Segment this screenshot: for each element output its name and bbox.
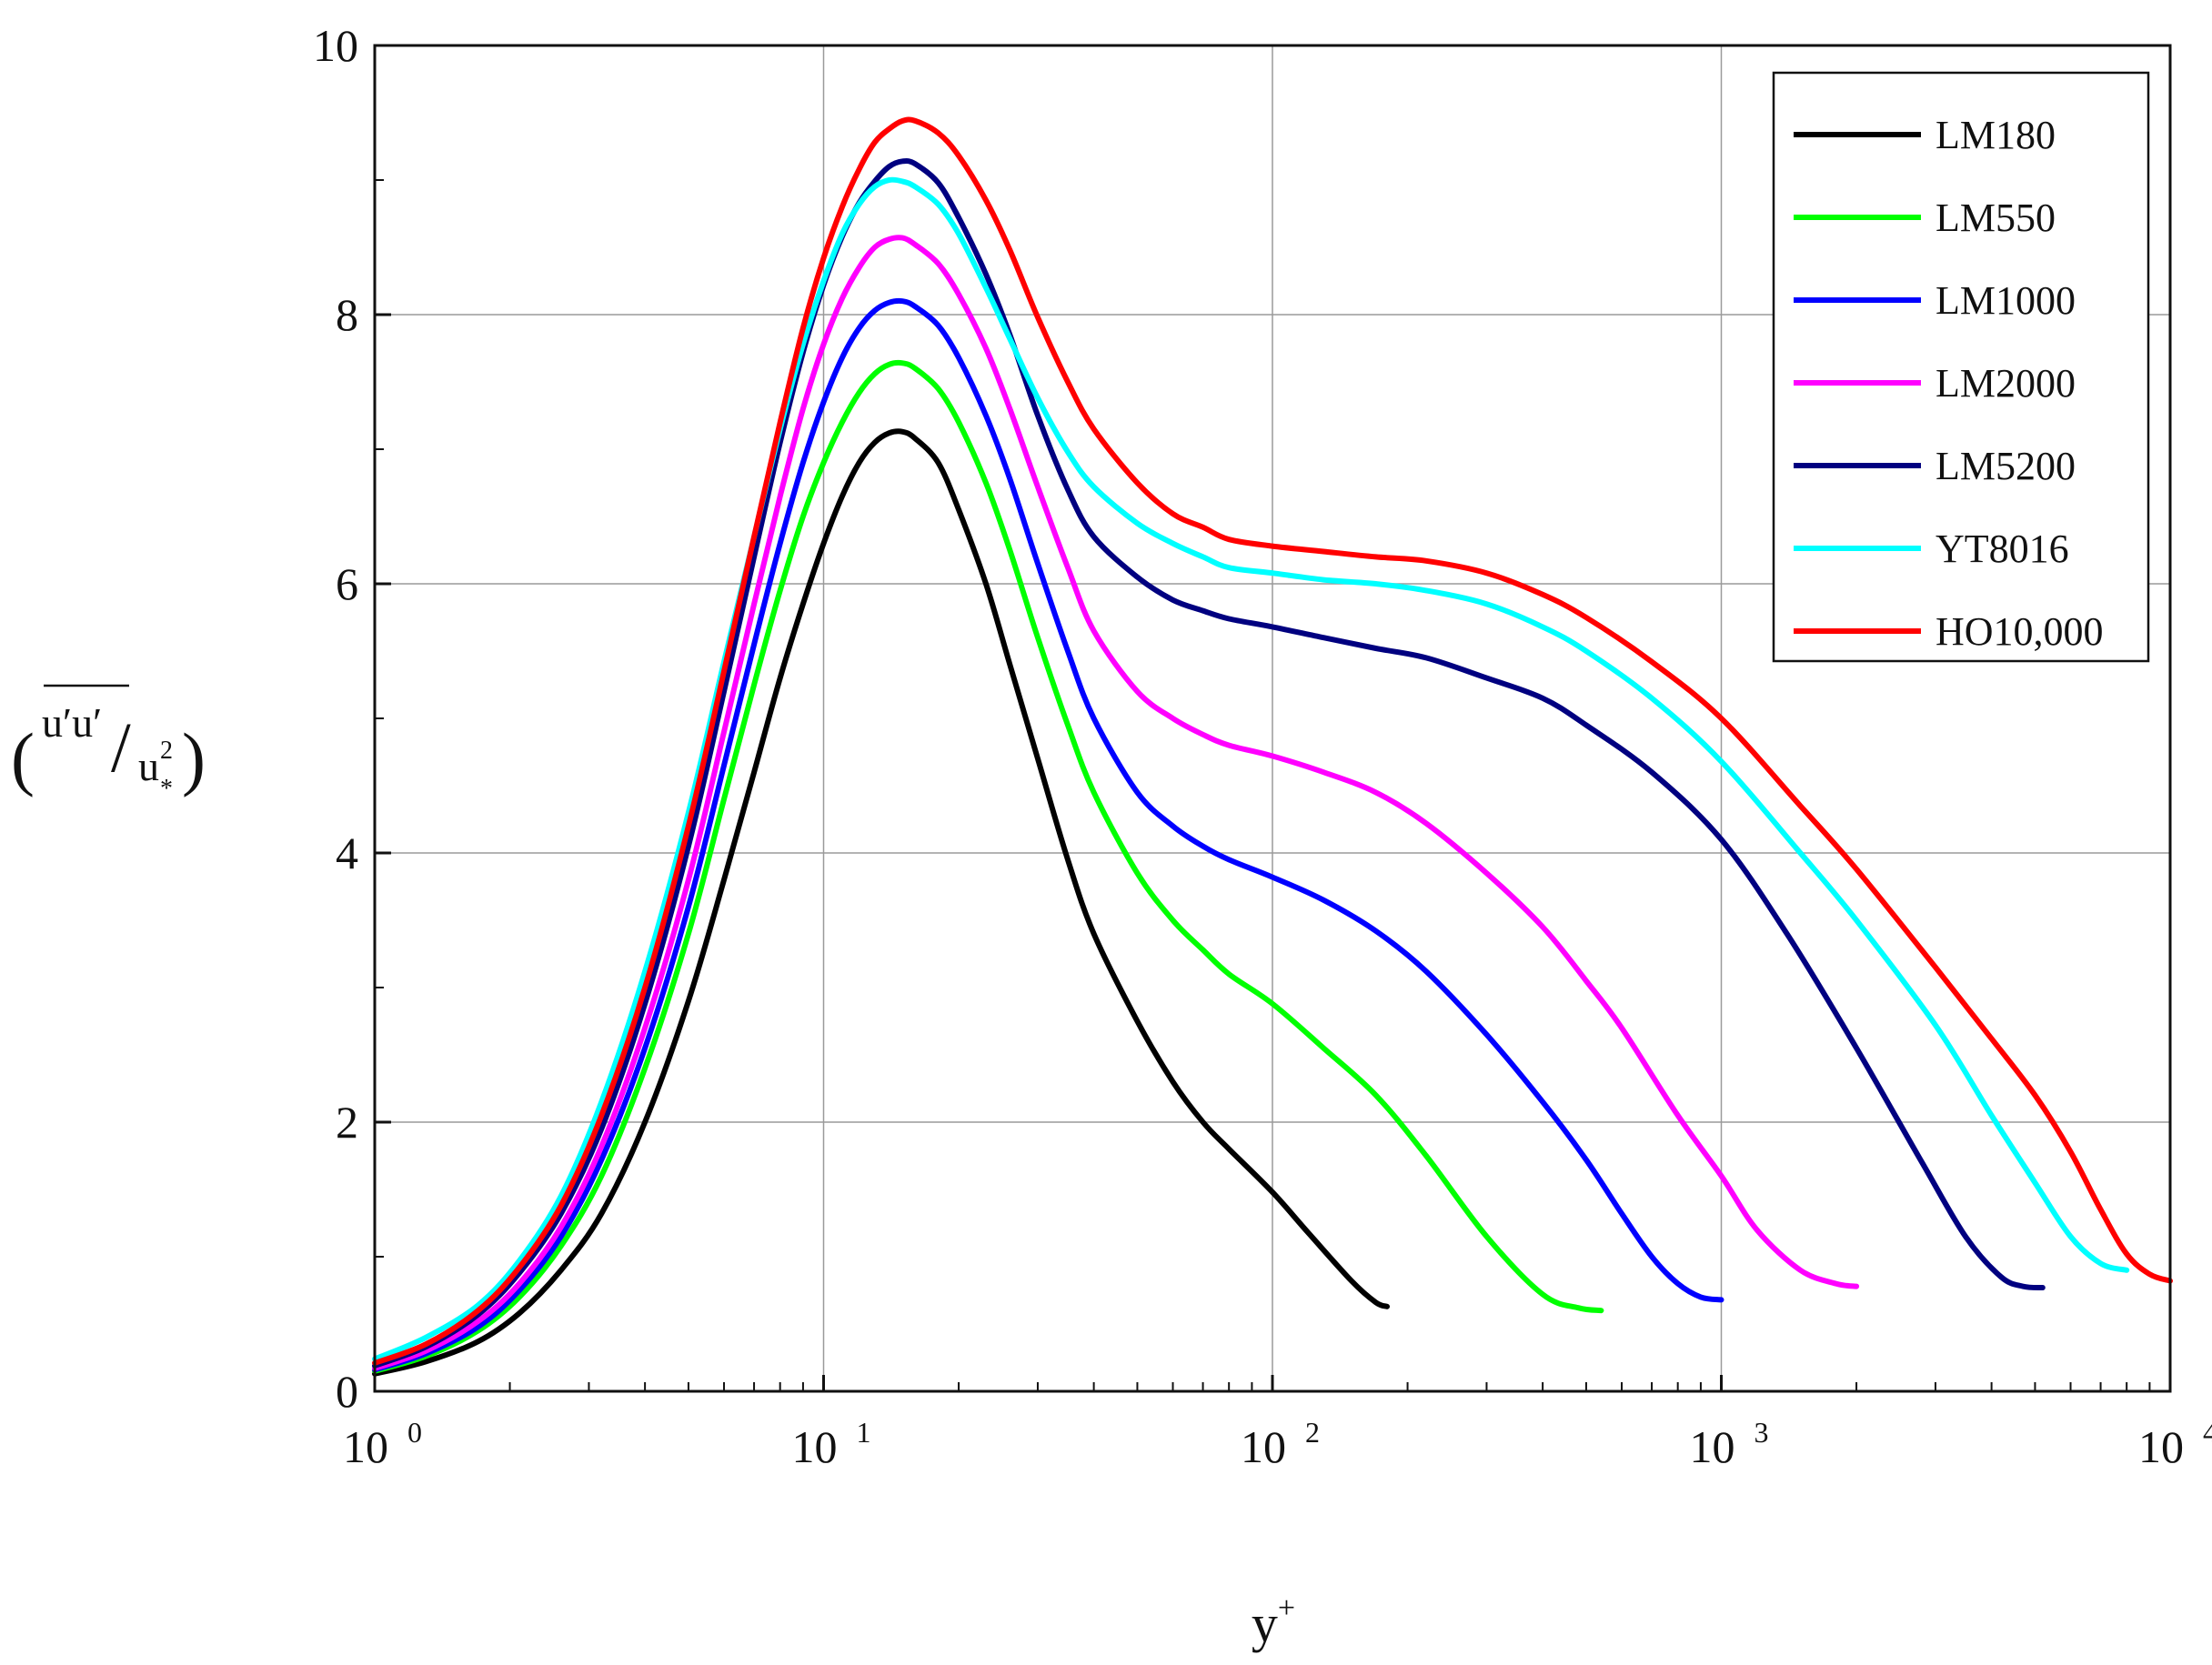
legend-label: LM2000 [1936, 361, 2076, 406]
legend-label: LM550 [1936, 196, 2056, 240]
legend: LM180 LM550 LM1000 LM2000 LM5200 YT8016 HO10,0… [1772, 71, 2150, 663]
axis-ticks [373, 44, 2172, 1393]
y-tick-label: 0 [336, 1366, 358, 1417]
x-tick-labels: 10 0 10 1 10 2 10 3 10 4 [343, 1416, 2212, 1472]
x-tick-label: 10 3 [1690, 1416, 1769, 1472]
x-tick-label-exponent: 4 [2203, 1416, 2212, 1449]
x-tick-label: 10 1 [792, 1416, 871, 1472]
legend-label: LM1000 [1936, 278, 2076, 323]
x-tick-label-exponent: 2 [1305, 1416, 1320, 1449]
y-tick-label: 10 [313, 20, 358, 71]
y-label-denominator-superscript: 2 [160, 737, 173, 765]
series-lines [372, 116, 2173, 1377]
x-tick-label-exponent: 1 [857, 1416, 871, 1449]
x-tick-label-exponent: 3 [1755, 1416, 1769, 1449]
legend-label: LM5200 [1936, 444, 2076, 488]
y-label-open-paren: ( [11, 718, 35, 797]
series-line-lm1000 [372, 297, 1724, 1373]
y-label-numerator: u′u′ [42, 699, 102, 746]
x-tick-label: 10 4 [2138, 1416, 2212, 1472]
x-tick-label-base: 10 [343, 1421, 388, 1472]
y-axis-label: ( u′u′ / u 2 * ) [11, 684, 206, 803]
series-line-lm180 [372, 428, 1390, 1377]
x-tick-label-exponent: 0 [407, 1416, 422, 1449]
series-line-lm2000 [372, 235, 1860, 1371]
y-label-denominator: u [138, 743, 159, 789]
x-axis-label: y+ [1252, 1591, 1295, 1653]
y-label-slash: / [111, 707, 131, 787]
y-label-denominator-subscript: * [160, 775, 173, 803]
y-label-close-paren: ) [182, 718, 206, 797]
legend-box [1772, 71, 2150, 663]
y-tick-labels: 0 2 4 6 8 10 [313, 20, 358, 1417]
series-line-ho10-000 [372, 116, 2173, 1366]
legend-label: YT8016 [1936, 527, 2069, 571]
x-tick-label-base: 10 [1241, 1421, 1286, 1472]
x-tick-label: 10 2 [1241, 1416, 1320, 1472]
x-tick-label: 10 0 [343, 1416, 422, 1472]
y-tick-label: 2 [336, 1097, 358, 1148]
grid-lines [375, 45, 2170, 1391]
y-tick-label: 6 [336, 558, 358, 609]
x-tick-label-base: 10 [1690, 1421, 1735, 1472]
x-tick-label-base: 10 [792, 1421, 838, 1472]
y-tick-label: 4 [336, 827, 358, 878]
series-line-yt8016 [372, 176, 2130, 1362]
legend-label: HO10,000 [1936, 609, 2104, 654]
series-line-lm550 [372, 359, 1604, 1374]
legend-label: LM180 [1936, 113, 2056, 157]
y-tick-label: 8 [336, 289, 358, 340]
x-tick-label-base: 10 [2138, 1421, 2184, 1472]
